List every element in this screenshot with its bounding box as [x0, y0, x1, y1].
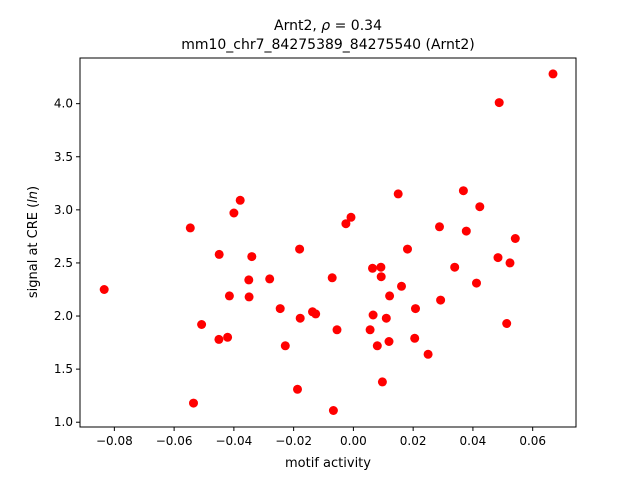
data-point	[372, 341, 382, 351]
data-point	[548, 69, 558, 79]
title-gene: Arnt2,	[274, 18, 321, 34]
data-point	[411, 304, 420, 314]
x-tick-label: 0.04	[460, 434, 487, 448]
plot-frame	[79, 57, 577, 428]
data-point	[365, 325, 375, 335]
x-tick-label: −0.02	[275, 434, 312, 448]
data-point	[311, 309, 321, 319]
data-point	[450, 262, 460, 272]
data-point	[458, 186, 468, 196]
data-point	[244, 275, 254, 285]
y-tick-label: 2.0	[54, 309, 73, 323]
x-tick-label: 0.06	[519, 434, 546, 448]
data-point	[385, 291, 395, 301]
data-point	[403, 244, 412, 254]
y-tick-label: 1.5	[54, 362, 73, 376]
data-point	[502, 319, 512, 328]
y-tick-label: 4.0	[54, 97, 73, 111]
chart-title-line2: mm10_chr7_84275389_84275540 (Arnt2)	[181, 37, 475, 53]
title-rho-symbol: ρ	[321, 18, 330, 34]
data-point	[377, 377, 387, 387]
y-tick-label: 3.5	[54, 150, 73, 164]
data-point	[295, 313, 305, 323]
data-point	[327, 273, 337, 283]
chart-title-line1: Arnt2, ρ = 0.34	[274, 18, 382, 34]
data-point	[295, 244, 305, 254]
data-point	[472, 278, 481, 288]
data-point	[493, 253, 503, 263]
data-point	[436, 295, 446, 305]
data-point	[244, 292, 254, 302]
data-point	[265, 274, 275, 284]
data-point	[293, 384, 302, 394]
y-tick-label: 1.0	[54, 415, 73, 429]
data-point	[410, 333, 420, 343]
y-axis-label: signal at CRE (ln)	[26, 186, 41, 298]
data-point	[235, 195, 245, 205]
data-point	[229, 208, 239, 218]
data-point	[189, 398, 198, 408]
data-point	[99, 285, 109, 294]
data-point	[280, 341, 290, 351]
data-point	[214, 334, 224, 344]
data-point	[376, 262, 386, 272]
data-point	[494, 98, 504, 108]
data-point	[368, 310, 378, 320]
data-point	[376, 272, 386, 282]
y-tick-label: 2.5	[54, 256, 73, 270]
y-axis-label-suffix: )	[26, 186, 41, 191]
data-point	[328, 406, 338, 415]
data-point	[275, 304, 285, 314]
y-axis-label-ln: ln	[26, 191, 41, 203]
data-point	[197, 320, 207, 329]
data-point	[423, 349, 433, 359]
y-axis-label-prefix: signal at CRE (	[26, 203, 41, 298]
data-point	[510, 234, 520, 243]
title-rho-value: = 0.34	[330, 18, 382, 34]
data-point	[368, 263, 377, 273]
data-point	[214, 249, 224, 259]
x-tick-label: −0.06	[156, 434, 193, 448]
y-axis-ticks: 1.0 1.5 2.0 2.5 3.0 3.5 4.0	[54, 97, 80, 429]
data-point	[393, 189, 403, 199]
data-point	[461, 226, 471, 236]
y-tick-label: 3.0	[54, 203, 73, 217]
data-point	[381, 313, 391, 323]
data-point	[341, 219, 351, 229]
x-tick-label: 0.00	[340, 434, 367, 448]
x-tick-label: −0.08	[96, 434, 133, 448]
x-axis-ticks: −0.08 −0.06 −0.04 −0.02 0.00 0.02 0.04 0.06	[96, 427, 546, 448]
data-point	[332, 325, 342, 335]
data-point	[224, 291, 234, 301]
x-tick-label: 0.02	[400, 434, 427, 448]
data-point	[346, 212, 356, 222]
data-point	[384, 337, 394, 346]
data-point	[247, 252, 257, 262]
data-point	[223, 332, 233, 342]
x-tick-label: −0.04	[215, 434, 252, 448]
data-point	[505, 258, 515, 268]
data-points	[99, 69, 558, 415]
x-axis-label: motif activity	[285, 456, 371, 471]
data-point	[397, 281, 406, 291]
data-point	[185, 223, 195, 233]
data-point	[435, 222, 444, 232]
data-point	[475, 202, 485, 212]
